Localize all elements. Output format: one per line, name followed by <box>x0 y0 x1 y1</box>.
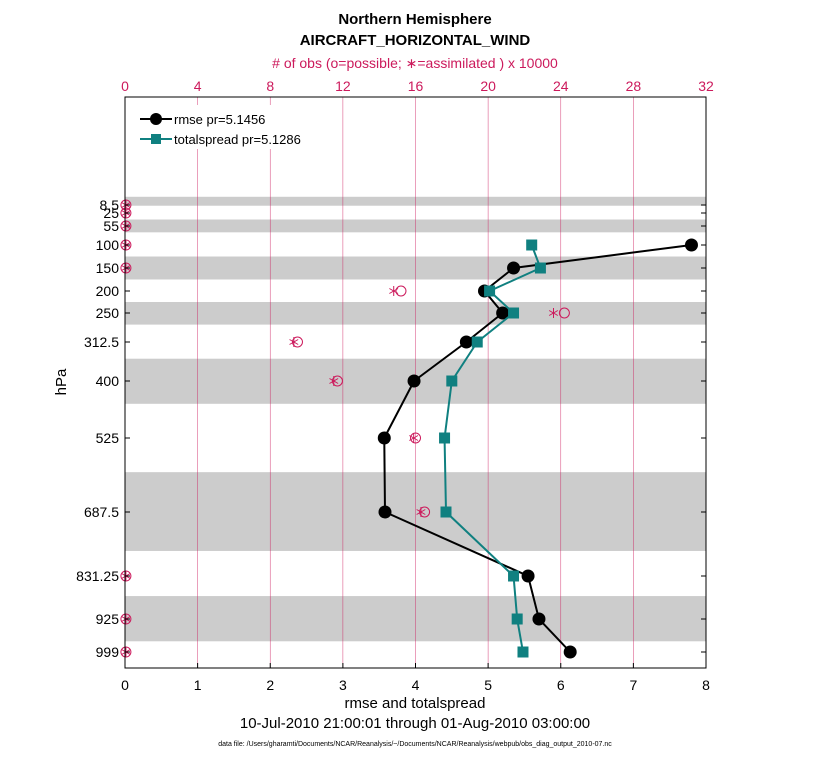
top-x-tick-label: 32 <box>698 78 714 94</box>
obs-assimilated-marker <box>289 337 299 347</box>
totalspread-point <box>517 646 529 658</box>
obs-assimilated-stroke <box>329 378 339 384</box>
data-file-label: data file: /Users/gharamti/Documents/NCA… <box>218 741 612 748</box>
obs-possible-marker <box>558 307 570 319</box>
rmse-point <box>521 569 535 583</box>
chart-title: Northern Hemisphere <box>338 11 491 28</box>
obs-possible-marker <box>395 285 407 297</box>
top-axis-label: # of obs (o=possible; ∗=assimilated ) x … <box>272 55 558 71</box>
y-tick-label: 8.5 <box>100 197 120 213</box>
rmse-point <box>407 374 421 388</box>
x-tick-label: 2 <box>266 677 274 693</box>
legend-totalspread-marker <box>151 134 161 144</box>
x-tick-label: 6 <box>557 677 565 693</box>
legend-rmse-marker <box>150 113 162 125</box>
obs-assimilated-stroke <box>548 310 559 316</box>
y-tick-label: 150 <box>96 260 120 276</box>
totalspread-point <box>508 570 520 582</box>
x-tick-label: 7 <box>629 677 637 693</box>
rmse-point <box>459 335 473 349</box>
totalspread-point <box>526 239 538 251</box>
legend-box <box>135 105 325 149</box>
rmse-point <box>532 612 546 626</box>
rmse-point <box>378 505 392 519</box>
y-tick-label: 831.25 <box>76 568 119 584</box>
top-x-tick-label: 4 <box>194 78 202 94</box>
obs-assimilated-marker <box>389 286 399 296</box>
x-tick-label: 4 <box>412 677 420 693</box>
x-tick-label: 1 <box>194 677 202 693</box>
top-x-tick-label: 24 <box>553 78 569 94</box>
obs-assimilated-stroke <box>289 339 299 345</box>
y-tick-label: 55 <box>103 218 119 234</box>
totalspread-point <box>440 506 452 518</box>
obs-assimilated-marker <box>409 433 419 443</box>
obs-assimilated-marker <box>548 308 559 318</box>
y-tick-label: 687.5 <box>84 504 119 520</box>
rmse-point <box>563 645 577 659</box>
y-tick-label: 100 <box>96 237 120 253</box>
totalspread-point <box>534 262 546 274</box>
top-x-tick-label: 16 <box>408 78 424 94</box>
totalspread-point <box>439 432 451 444</box>
x-tick-label: 5 <box>484 677 492 693</box>
totalspread-point <box>511 613 523 625</box>
y-axis-label: hPa <box>53 368 70 395</box>
x-tick-label: 8 <box>702 677 710 693</box>
obs-assimilated-stroke <box>389 288 399 294</box>
top-x-tick-label: 20 <box>480 78 496 94</box>
top-x-tick-label: 28 <box>626 78 642 94</box>
chart-subtitle: AIRCRAFT_HORIZONTAL_WIND <box>300 32 531 49</box>
axis-ticks: 0 1 2 3 4 5 6 7 80 4 8 12 16 20 24 28 328.52555100150200… <box>76 78 714 693</box>
obs-assimilated-stroke <box>409 435 419 441</box>
obs-possible-marker <box>291 336 303 348</box>
obs-assimilated-stroke <box>416 509 426 515</box>
top-x-tick-label: 0 <box>121 78 129 94</box>
y-tick-label: 250 <box>96 305 120 321</box>
y-tick-label: 999 <box>96 644 120 660</box>
obs-possible-marker <box>331 375 343 387</box>
obs-possible-marker <box>419 506 431 518</box>
y-tick-label: 25 <box>103 205 119 221</box>
x-tick-label: 0 <box>121 677 129 693</box>
legend-rmse-label: rmse pr=5.1456 <box>174 112 265 127</box>
rmse-point <box>684 238 698 252</box>
totalspread-point <box>484 285 496 297</box>
y-tick-label: 525 <box>96 430 120 446</box>
y-tick-label: 925 <box>96 611 120 627</box>
x-tick-label: 3 <box>339 677 347 693</box>
date-range-label: 10-Jul-2010 21:00:01 through 01-Aug-2010… <box>240 715 590 732</box>
totalspread-point <box>508 307 520 319</box>
rmse-point <box>496 306 510 320</box>
series-layer <box>377 238 698 659</box>
x-axis-label: rmse and totalspread <box>345 695 486 712</box>
y-tick-label: 312.5 <box>84 334 119 350</box>
legend-totalspread-label: totalspread pr=5.1286 <box>174 132 301 147</box>
legend: rmse pr=5.1456 totalspread pr=5.1286 <box>135 105 325 149</box>
totalspread-point <box>471 336 483 348</box>
obs-assimilated-marker <box>416 507 426 517</box>
top-x-tick-label: 8 <box>266 78 274 94</box>
y-tick-label: 200 <box>96 283 120 299</box>
y-tick-label: 400 <box>96 373 120 389</box>
rmse-point <box>507 261 521 275</box>
obs-possible-marker <box>410 432 421 444</box>
obs-assimilated-marker <box>329 376 339 386</box>
rmse-point <box>377 431 391 445</box>
totalspread-point <box>446 375 458 387</box>
top-x-tick-label: 12 <box>335 78 351 94</box>
